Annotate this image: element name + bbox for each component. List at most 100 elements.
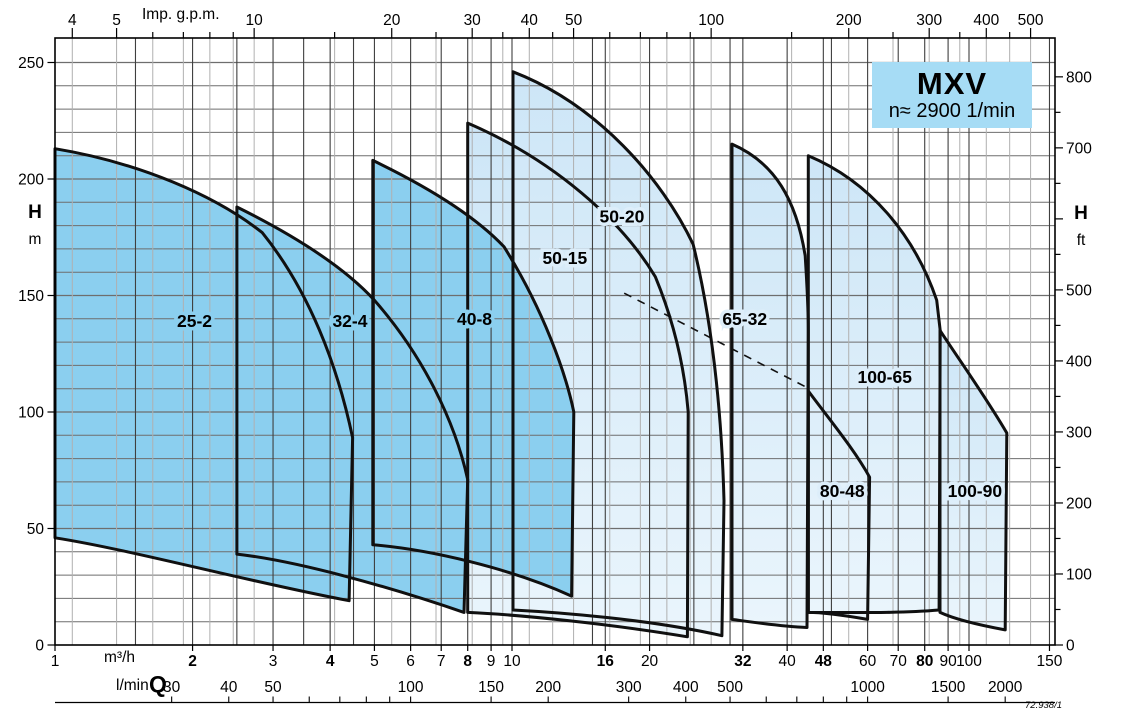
envelope-outline-100-90 <box>938 328 1009 632</box>
top-tick-label-20: 20 <box>383 12 401 29</box>
lmin-tick-label-30: 30 <box>163 679 181 696</box>
pump-label-50-20: 50-20 <box>600 206 645 226</box>
bottom-tick-label-20: 20 <box>641 653 659 670</box>
envelope-outline-40-8 <box>371 158 576 598</box>
bottom-tick-label-40: 40 <box>779 653 797 670</box>
pump-labels: 50-15 50-20 65-32 80-48 100-65 100-90 25-2 32-4… <box>174 203 1006 505</box>
envelope-outline-65-32 <box>730 142 810 629</box>
left-tick-label-100: 100 <box>18 405 44 422</box>
series-title: MXV <box>916 66 988 102</box>
pump-label-40-8: 40-8 <box>457 309 492 329</box>
top-tick-label-500: 500 <box>1018 12 1044 29</box>
lmin-tick-label-150: 150 <box>478 679 504 696</box>
bottom-axis-unit-m3h: m³/h <box>104 649 135 666</box>
top-tick-label-100: 100 <box>698 12 724 29</box>
pump-label-100-90: 100-90 <box>948 481 1003 501</box>
top-tick-label-200: 200 <box>836 12 862 29</box>
left-axis-symbol: H <box>28 202 42 223</box>
bottom-tick-label-4: 4 <box>326 653 335 670</box>
bottom-axis-unit-lmin: l/min <box>116 677 149 694</box>
top-tick-label-300: 300 <box>916 12 942 29</box>
right-axis-title: H ft <box>1066 203 1096 249</box>
bottom-tick-label-8: 8 <box>463 653 472 670</box>
pump-label-65-32: 65-32 <box>722 309 767 329</box>
right-tick-label-0: 0 <box>1066 638 1075 655</box>
top-tick-label-50: 50 <box>565 12 583 29</box>
bottom-tick-label-1: 1 <box>51 653 60 670</box>
top-tick-label-400: 400 <box>973 12 999 29</box>
left-tick-label-200: 200 <box>18 172 44 189</box>
pump-label-25-2: 25-2 <box>177 311 212 331</box>
plot-border <box>54 37 1056 646</box>
right-axis-unit: ft <box>1076 231 1086 249</box>
bottom-tick-label-100: 100 <box>956 653 982 670</box>
right-tick-label-700: 700 <box>1066 140 1092 157</box>
lmin-tick-label-100: 100 <box>398 679 424 696</box>
lmin-tick-label-50: 50 <box>264 679 282 696</box>
lmin-tick-label-500: 500 <box>717 679 743 696</box>
lmin-tick-label-40: 40 <box>220 679 238 696</box>
drawing-number: 72.938/1 <box>1025 700 1062 711</box>
envelope-fill-100-65 <box>808 155 941 613</box>
envelope-outline-100-65 <box>806 154 942 615</box>
lmin-tick-label-300: 300 <box>616 679 642 696</box>
series-speed: n≈ 2900 1/min <box>888 99 1016 122</box>
lmin-tick-label-400: 400 <box>673 679 699 696</box>
bottom-tick-label-7: 7 <box>437 653 446 670</box>
top-tick-label-5: 5 <box>112 12 121 29</box>
bottom-tick-label-9: 9 <box>487 653 496 670</box>
bottom-tick-label-32: 32 <box>734 653 751 670</box>
top-tick-label-40: 40 <box>521 12 539 29</box>
right-tick-label-800: 800 <box>1066 69 1092 86</box>
lmin-tick-label-2000: 2000 <box>988 679 1023 696</box>
right-tick-label-400: 400 <box>1066 353 1092 370</box>
bottom-tick-label-6: 6 <box>406 653 415 670</box>
envelope-outline-50-15 <box>466 121 690 639</box>
bottom-tick-label-16: 16 <box>597 653 615 670</box>
top-tick-label-30: 30 <box>464 12 482 29</box>
right-tick-label-300: 300 <box>1066 424 1092 441</box>
pump-label-80-48: 80-48 <box>820 481 865 501</box>
envelope-fill-100-90 <box>940 330 1007 630</box>
left-axis-title: H m <box>20 202 50 248</box>
dashed-boundary-65-32 <box>623 292 810 390</box>
bottom-tick-label-3: 3 <box>269 653 278 670</box>
right-tick-label-200: 200 <box>1066 495 1092 512</box>
pump-label-50-15: 50-15 <box>542 248 587 268</box>
lmin-tick-label-200: 200 <box>535 679 561 696</box>
top-tick-label-10: 10 <box>246 12 264 29</box>
envelope-fill-40-8 <box>372 160 574 597</box>
bottom-tick-label-48: 48 <box>815 653 833 670</box>
envelope-outline-25-2 <box>53 147 355 603</box>
bottom-tick-label-2: 2 <box>188 653 197 670</box>
top-tick-label-4: 4 <box>68 12 77 29</box>
bottom-tick-label-5: 5 <box>370 653 379 670</box>
bottom-tick-label-150: 150 <box>1037 653 1063 670</box>
bottom-tick-label-10: 10 <box>503 653 521 670</box>
left-tick-label-250: 250 <box>18 55 44 72</box>
top-axis-unit-label: Imp. g.p.m. <box>142 6 220 23</box>
bottom-tick-label-90: 90 <box>939 653 957 670</box>
bottom-tick-label-60: 60 <box>859 653 877 670</box>
envelope-outline-50-20 <box>511 70 726 638</box>
envelope-fill-65-32 <box>732 144 809 628</box>
right-tick-label-500: 500 <box>1066 282 1092 299</box>
pump-label-32-4: 32-4 <box>332 311 367 331</box>
lmin-tick-label-1500: 1500 <box>931 679 966 696</box>
bottom-tick-label-80: 80 <box>916 653 933 670</box>
right-axis-symbol: H <box>1074 203 1088 224</box>
envelope-outline-32-4 <box>235 205 470 614</box>
left-tick-label-0: 0 <box>35 638 44 655</box>
pump-label-100-65: 100-65 <box>857 367 912 387</box>
series-title-box: MXV n≈ 2900 1/min <box>872 62 1032 128</box>
left-tick-label-50: 50 <box>27 521 45 538</box>
lmin-tick-label-1000: 1000 <box>850 679 885 696</box>
envelope-outlines <box>53 70 1009 639</box>
left-tick-label-150: 150 <box>18 288 44 305</box>
bottom-axis-symbol: Q <box>149 671 167 697</box>
left-axis-unit: m <box>28 230 42 248</box>
bottom-tick-label-70: 70 <box>890 653 908 670</box>
